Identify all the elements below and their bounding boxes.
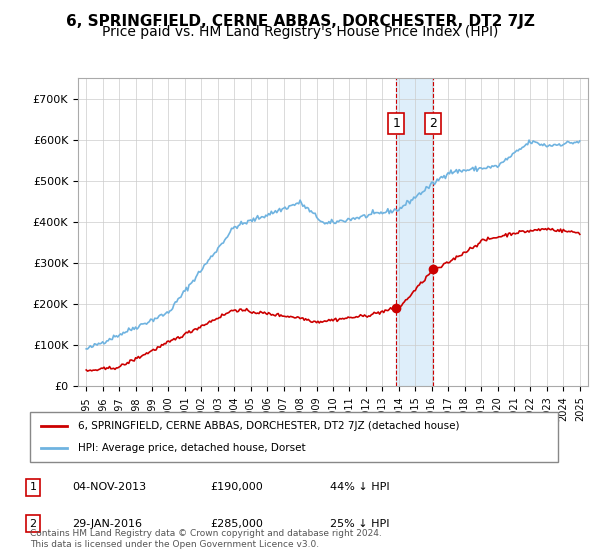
Text: Price paid vs. HM Land Registry's House Price Index (HPI): Price paid vs. HM Land Registry's House … xyxy=(102,25,498,39)
Text: Contains HM Land Registry data © Crown copyright and database right 2024.
This d: Contains HM Land Registry data © Crown c… xyxy=(30,529,382,549)
FancyBboxPatch shape xyxy=(30,412,558,462)
Text: 6, SPRINGFIELD, CERNE ABBAS, DORCHESTER, DT2 7JZ (detached house): 6, SPRINGFIELD, CERNE ABBAS, DORCHESTER,… xyxy=(77,421,459,431)
Text: 6, SPRINGFIELD, CERNE ABBAS, DORCHESTER, DT2 7JZ: 6, SPRINGFIELD, CERNE ABBAS, DORCHESTER,… xyxy=(65,14,535,29)
Text: 04-NOV-2013: 04-NOV-2013 xyxy=(72,482,146,492)
Text: 1: 1 xyxy=(392,117,400,130)
Text: £285,000: £285,000 xyxy=(210,519,263,529)
Text: 25% ↓ HPI: 25% ↓ HPI xyxy=(330,519,389,529)
Text: 1: 1 xyxy=(29,482,37,492)
Bar xyxy=(396,78,433,386)
Text: HPI: Average price, detached house, Dorset: HPI: Average price, detached house, Dors… xyxy=(77,443,305,453)
Text: £190,000: £190,000 xyxy=(210,482,263,492)
Text: 29-JAN-2016: 29-JAN-2016 xyxy=(72,519,142,529)
Text: 2: 2 xyxy=(429,117,437,130)
Text: 44% ↓ HPI: 44% ↓ HPI xyxy=(330,482,389,492)
Text: 2: 2 xyxy=(29,519,37,529)
